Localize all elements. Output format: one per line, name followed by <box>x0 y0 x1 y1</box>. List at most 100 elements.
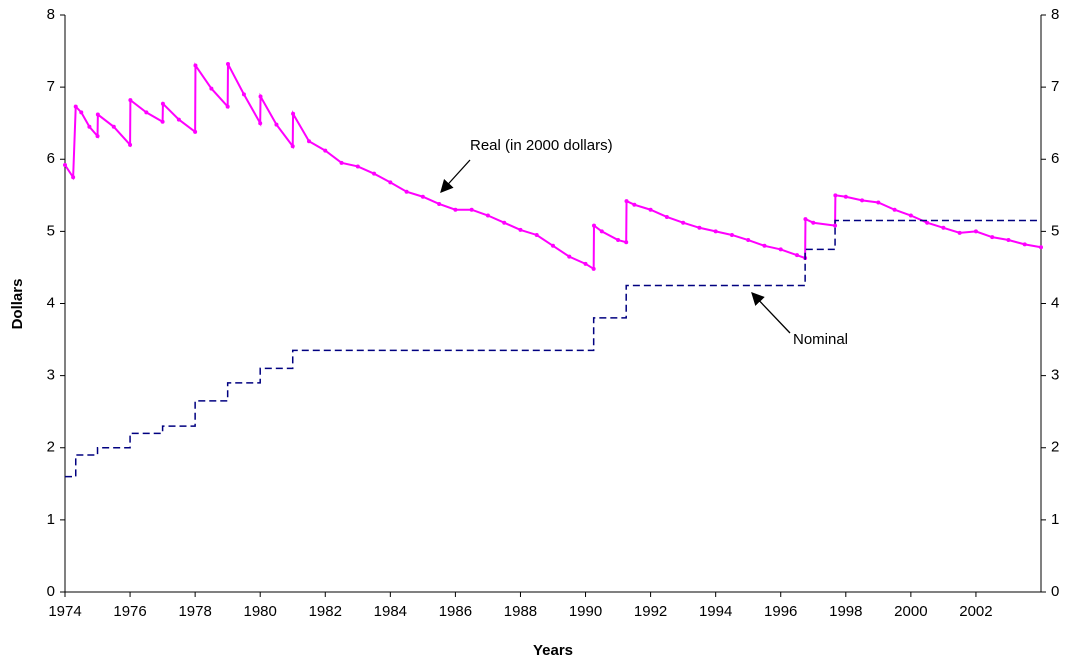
point <box>437 201 442 206</box>
y-tick-label: 4 <box>47 294 55 311</box>
point <box>957 230 962 235</box>
point <box>73 104 78 109</box>
point <box>79 110 84 115</box>
point <box>632 202 637 207</box>
point <box>160 101 165 106</box>
point <box>95 134 100 139</box>
point <box>128 142 133 147</box>
point <box>616 238 621 243</box>
point <box>95 112 100 117</box>
series-line <box>64 62 1042 271</box>
point <box>746 238 751 243</box>
point <box>973 229 978 234</box>
point <box>71 175 76 180</box>
point <box>941 225 946 230</box>
y2-tick-label: 8 <box>1051 6 1059 23</box>
x-tick-label: 1976 <box>113 603 146 620</box>
x-tick-label: 1996 <box>764 603 797 620</box>
point <box>355 164 360 169</box>
y-tick-label: 2 <box>47 439 55 456</box>
point <box>290 144 295 149</box>
point <box>193 63 198 68</box>
point <box>469 207 474 212</box>
point <box>502 220 507 225</box>
x-tick-label: 1994 <box>699 603 732 620</box>
point <box>87 124 92 129</box>
point <box>860 198 865 203</box>
point <box>258 94 263 99</box>
point <box>599 229 604 234</box>
point <box>111 124 116 129</box>
point <box>624 199 629 204</box>
point <box>811 220 816 225</box>
point <box>892 207 897 212</box>
point <box>291 111 296 116</box>
point <box>681 220 686 225</box>
x-tick-label: 1980 <box>244 603 277 620</box>
point <box>551 243 555 248</box>
point <box>713 229 718 234</box>
point <box>404 189 409 194</box>
point <box>258 121 263 126</box>
y-tick-label: 0 <box>47 583 55 600</box>
y-tick-label: 8 <box>47 6 55 23</box>
y-tick-label: 3 <box>47 367 55 384</box>
y-tick-label: 6 <box>47 150 55 167</box>
point <box>762 243 767 248</box>
y2-tick-label: 3 <box>1051 367 1059 384</box>
point <box>128 98 133 103</box>
x-tick-label: 1984 <box>374 603 407 620</box>
y2-tick-label: 7 <box>1051 78 1059 95</box>
point <box>1039 245 1043 250</box>
point <box>420 194 425 199</box>
point <box>876 200 881 205</box>
point <box>193 129 198 134</box>
point <box>990 235 995 240</box>
point <box>583 261 588 266</box>
point <box>63 163 67 168</box>
point <box>803 217 808 222</box>
point <box>274 122 279 127</box>
y2-tick-label: 1 <box>1051 511 1059 528</box>
y2-tick-label: 2 <box>1051 439 1059 456</box>
x-tick-label: 1988 <box>504 603 537 620</box>
point <box>209 86 214 91</box>
point <box>388 180 393 185</box>
point <box>591 266 596 271</box>
point <box>925 220 930 225</box>
x-axis-title: Years <box>533 642 573 659</box>
point <box>567 254 572 259</box>
x-tick-label: 1974 <box>48 603 81 620</box>
point <box>307 139 311 144</box>
x-tick-label: 1978 <box>178 603 211 620</box>
x-tick-label: 1992 <box>634 603 667 620</box>
x-tick-label: 1998 <box>829 603 862 620</box>
point <box>697 225 702 230</box>
y2-tick-label: 4 <box>1051 294 1059 311</box>
y2-tick-label: 5 <box>1051 222 1059 239</box>
point <box>1006 238 1011 243</box>
point <box>591 223 596 228</box>
point <box>144 110 149 115</box>
point <box>160 119 165 124</box>
point <box>453 207 458 212</box>
point <box>778 247 783 252</box>
annotation: Real (in 2000 dollars) <box>470 137 613 154</box>
point <box>624 240 629 245</box>
point <box>843 194 848 199</box>
y2-tick-label: 0 <box>1051 583 1059 600</box>
point <box>241 92 246 97</box>
point <box>648 207 653 212</box>
point <box>518 227 523 232</box>
point <box>176 117 181 122</box>
point <box>908 213 913 218</box>
point <box>485 213 490 218</box>
x-tick-label: 1990 <box>569 603 602 620</box>
y-tick-label: 7 <box>47 78 55 95</box>
point <box>323 148 328 153</box>
x-tick-label: 1982 <box>309 603 342 620</box>
point <box>225 104 230 109</box>
point <box>795 253 799 258</box>
y-tick-label: 1 <box>47 511 55 528</box>
